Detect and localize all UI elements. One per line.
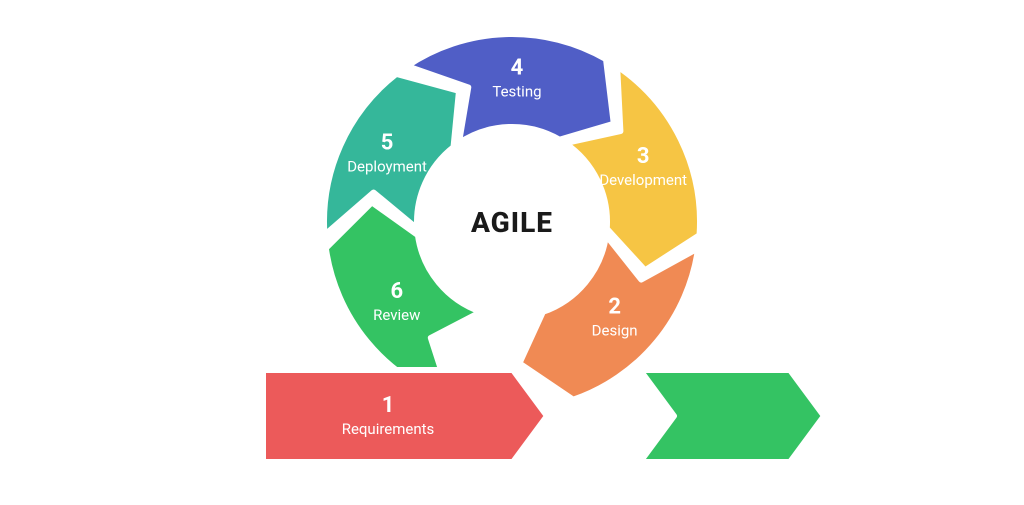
segment-label-design: Design	[592, 321, 638, 339]
segment-number-requirements: 1	[382, 393, 395, 418]
exit-arrow	[640, 370, 824, 462]
segment-label-review: Review	[373, 306, 420, 324]
segment-number-deployment: 5	[381, 131, 394, 156]
diagram-svg: 6 Review 5 Deployment 4 Testing 3 Development 2 D…	[0, 0, 1024, 505]
segment-number-testing: 4	[511, 56, 524, 81]
segment-label-deployment: Deployment	[347, 158, 427, 176]
segment-label-requirements: Requirements	[342, 420, 435, 438]
center-label: AGILE	[471, 206, 553, 239]
segment-label-development: Development	[599, 171, 687, 189]
segment-number-design: 2	[608, 294, 621, 319]
segment-number-review: 6	[390, 279, 403, 304]
segment-number-development: 3	[637, 144, 650, 169]
agile-cycle-diagram: 6 Review 5 Deployment 4 Testing 3 Development 2 D…	[0, 0, 1024, 505]
segment-label-testing: Testing	[492, 83, 541, 101]
segment-requirements	[263, 370, 547, 462]
